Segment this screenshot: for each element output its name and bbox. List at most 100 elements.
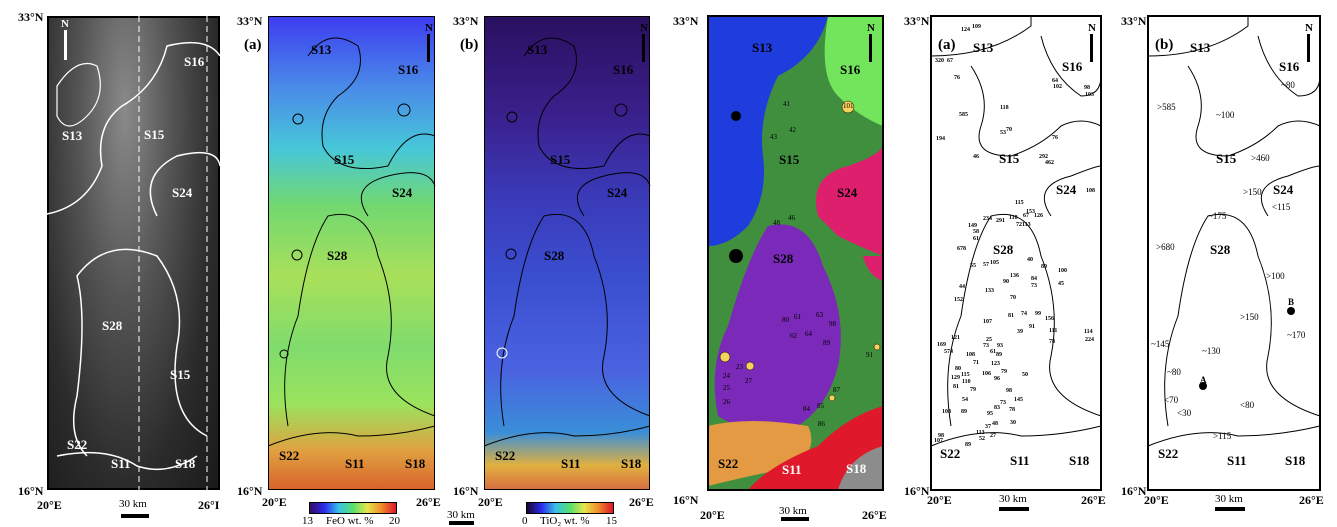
range-value: <30 — [1177, 408, 1192, 418]
range-value: ~170 — [1287, 330, 1306, 340]
age-value: 64 — [1052, 78, 1058, 84]
ages-b-lat-16: 16°N — [1121, 484, 1147, 498]
ages-a-unit-s24: S24 — [1056, 182, 1077, 197]
age-value: 105 — [990, 260, 999, 266]
feo-north-arrow-icon — [427, 34, 430, 62]
scalebar-6 — [1215, 507, 1245, 511]
age-value: 48 — [992, 421, 998, 427]
units-lon-20: 20°E — [700, 508, 725, 522]
feo-lon-26: 26°E — [416, 495, 441, 509]
age-value: 76 — [954, 75, 960, 81]
age-value: 89 — [965, 442, 971, 448]
range-value: ~80 — [1281, 80, 1295, 90]
tio2-colorbar-max: 15 — [606, 515, 617, 527]
units-lat-16: 16°N — [673, 493, 699, 507]
age-value: 291 — [996, 218, 1005, 224]
tio2-unit-s16: S16 — [613, 62, 634, 77]
ages-a-north-label: N — [1088, 22, 1096, 34]
units-unit-s11: S11 — [782, 462, 802, 477]
range-value: >100 — [1266, 271, 1285, 281]
feo-colorbar — [309, 502, 397, 514]
age-value: 98 — [1006, 388, 1012, 394]
age-value: 89 — [1041, 264, 1047, 270]
unit-s28: S28 — [102, 318, 123, 333]
age-value: 114 — [1084, 329, 1093, 335]
age-value: 58 — [973, 229, 979, 235]
lon-20-label: 20°E — [37, 498, 62, 512]
age-value: 61 — [990, 349, 996, 355]
crater-26: 26 — [723, 398, 730, 406]
feo-panel-letter: (a) — [244, 37, 262, 53]
age-value: 73 — [983, 343, 989, 349]
crater-27: 27 — [745, 377, 752, 385]
feo-unit-s18: S18 — [405, 456, 426, 471]
ages-b-panel-letter: (b) — [1155, 37, 1174, 53]
range-value: ~100 — [1216, 110, 1235, 120]
ages-a-boundaries — [930, 15, 1102, 491]
age-value: 115 — [961, 372, 970, 378]
tio2-unit-s18: S18 — [621, 456, 642, 471]
age-value: 113 — [976, 430, 985, 436]
scalebar-2 — [449, 521, 474, 525]
ages-a-unit-s11: S11 — [1010, 453, 1030, 468]
unit-s11: S11 — [111, 456, 131, 471]
ages-b-boundaries — [1147, 15, 1321, 491]
ages-b-unit-s24: S24 — [1273, 182, 1294, 197]
ages-b-unit-s11: S11 — [1227, 453, 1247, 468]
age-value: 234 — [983, 216, 992, 222]
feo-colorbar-max: 20 — [389, 515, 400, 527]
units-unit-s18: S18 — [846, 461, 867, 476]
age-value: 79 — [970, 387, 976, 393]
feo-map — [268, 16, 435, 490]
age-value: 111 — [1049, 328, 1058, 334]
tio2-colorbar — [526, 502, 614, 514]
age-value: 153 — [1026, 209, 1035, 215]
feo-unit-s15: S15 — [334, 152, 355, 167]
units-north-label: N — [867, 22, 875, 34]
age-value: 37 — [985, 424, 991, 430]
scalebar-6-label: 30 km — [1215, 493, 1243, 505]
crater-101: 101 — [843, 102, 854, 110]
age-value: 70 — [1006, 127, 1012, 133]
crater-62: 62 — [790, 332, 797, 340]
feo-north-label: N — [425, 22, 433, 34]
tio2-lon-26: 26°E — [629, 495, 654, 509]
ages-b-north-arrow-icon — [1307, 34, 1310, 62]
age-value: 98 — [1084, 85, 1090, 91]
age-value: 574 — [944, 349, 953, 355]
unit-s16: S16 — [184, 54, 205, 69]
tio2-colorbar-min: 0 — [522, 515, 528, 527]
age-value: 95 — [987, 411, 993, 417]
ages-b-unit-s15: S15 — [1216, 151, 1237, 166]
range-value: >150 — [1243, 187, 1262, 197]
ages-b-unit-s16: S16 — [1279, 59, 1300, 74]
age-value: 194 — [936, 136, 945, 142]
age-value: 78 — [1049, 339, 1055, 345]
ages-a-panel-letter: (a) — [938, 37, 956, 53]
age-value: 55 — [970, 263, 976, 269]
age-value: 70 — [1010, 295, 1016, 301]
feo-lat-16: 16°N — [237, 484, 263, 498]
lat-33-label: 33°N — [18, 10, 44, 24]
age-value: 79 — [1001, 369, 1007, 375]
age-value: 73 — [1000, 400, 1006, 406]
ages-a-lat-16: 16°N — [904, 484, 930, 498]
units-unit-s22: S22 — [718, 456, 739, 471]
age-value: 109 — [972, 24, 981, 30]
units-unit-s24: S24 — [837, 185, 858, 200]
lon-26-label: 26°I — [198, 498, 220, 512]
age-value: 52 — [979, 436, 985, 442]
age-value: 96 — [994, 376, 1000, 382]
point-a-label: A — [1200, 375, 1207, 385]
point-b-label: B — [1288, 297, 1295, 307]
ages-b-unit-s22: S22 — [1158, 446, 1179, 461]
age-value: 145 — [1014, 397, 1023, 403]
tio2-boundaries — [483, 37, 651, 447]
age-value: 585 — [959, 112, 968, 118]
units-unit-s15: S15 — [779, 152, 800, 167]
feo-unit-s28: S28 — [327, 248, 348, 263]
age-value: 103 — [1085, 92, 1094, 98]
scalebar-1-label: 30 km — [119, 498, 147, 510]
age-value: 108 — [966, 352, 975, 358]
tio2-unit-s28: S28 — [544, 248, 565, 263]
